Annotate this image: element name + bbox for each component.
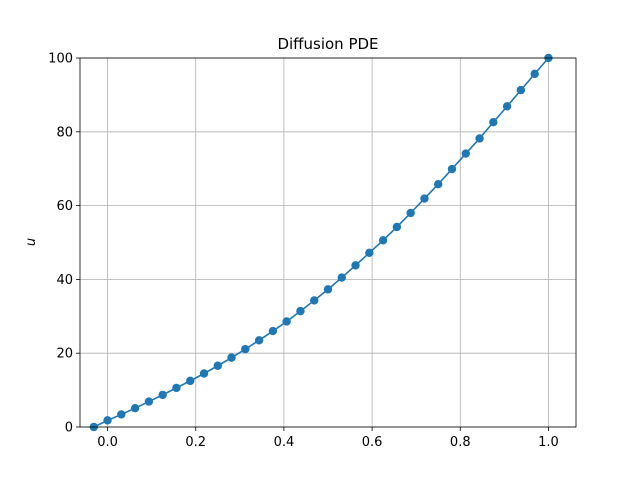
data-point	[268, 326, 278, 336]
x-tick-label: 0.6	[362, 435, 383, 450]
data-point	[199, 369, 209, 378]
data-point	[310, 296, 319, 305]
data-point	[365, 248, 374, 258]
data-point	[461, 149, 470, 158]
data-point	[158, 390, 167, 400]
data-point	[516, 85, 526, 95]
plot-frame	[79, 57, 577, 428]
data-point	[489, 118, 498, 127]
y-tick-label: 40	[56, 273, 73, 288]
data-point	[227, 353, 236, 362]
data-point	[296, 306, 305, 316]
x-tick-label: 0.4	[274, 435, 295, 450]
data-point	[530, 69, 539, 79]
series-u	[89, 53, 553, 432]
x-tick-label: 0.0	[97, 435, 118, 450]
y-tick-label: 100	[48, 52, 73, 67]
data-point	[406, 208, 415, 218]
x-tick-label: 0.8	[450, 435, 471, 450]
x-tick-label: 1.0	[538, 435, 559, 450]
data-point	[254, 336, 264, 345]
data-point	[117, 410, 126, 419]
y-tick-label: 0	[65, 421, 73, 436]
data-point	[323, 285, 333, 294]
data-point	[392, 222, 402, 232]
x-axis: 0.0 0.2 0.4 0.6 0.8 1.0	[97, 427, 559, 450]
data-point	[420, 194, 429, 203]
chart-title: Diffusion PDE	[277, 35, 378, 53]
data-point	[144, 397, 154, 406]
data-point	[282, 317, 291, 326]
data-point	[186, 376, 195, 386]
data-point	[502, 102, 512, 111]
data-point	[130, 403, 140, 413]
data-point	[241, 344, 250, 354]
data-point	[378, 236, 388, 245]
y-axis-label: u	[24, 238, 39, 246]
data-point	[447, 164, 457, 174]
y-axis: 0 20 40 60 80 100	[48, 52, 80, 436]
data-point	[172, 383, 181, 393]
y-tick-label: 80	[56, 125, 73, 140]
data-point	[337, 273, 346, 282]
y-tick-label: 60	[56, 199, 73, 214]
y-tick-label: 20	[56, 347, 73, 362]
data-point	[434, 180, 443, 189]
series-line	[93, 57, 550, 428]
x-tick-label: 0.2	[185, 435, 206, 450]
data-point	[475, 134, 484, 143]
data-point	[103, 416, 112, 425]
data-point	[213, 361, 222, 370]
data-point	[351, 261, 360, 270]
